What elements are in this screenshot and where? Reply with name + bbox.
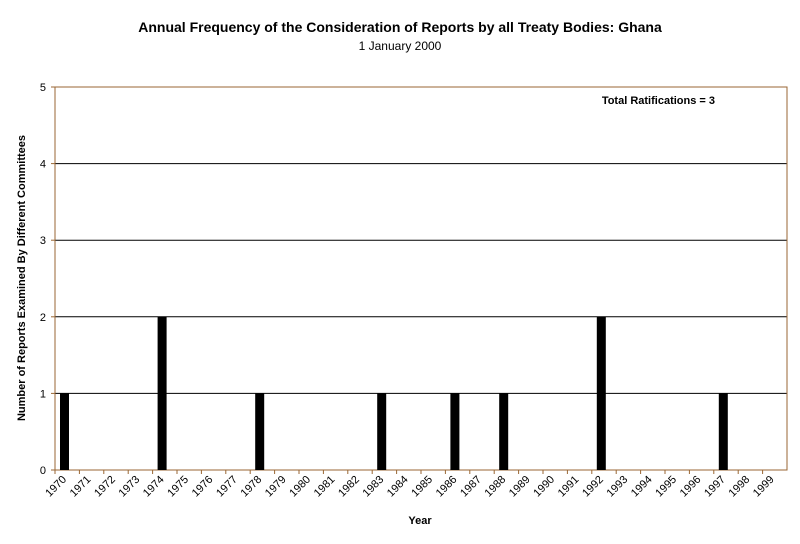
x-tick-label: 1973	[117, 474, 143, 500]
bar-1986	[450, 393, 460, 470]
x-tick-label: 1976	[190, 474, 216, 500]
x-tick-label: 1974	[141, 474, 167, 500]
y-tick-label: 5	[40, 82, 46, 94]
total-ratifications-annotation: Total Ratifications = 3	[602, 95, 715, 107]
x-tick-label: 1992	[580, 474, 606, 500]
x-tick-label: 1985	[409, 474, 435, 500]
x-tick-label: 1975	[165, 474, 191, 500]
x-tick-label: 1984	[385, 474, 411, 500]
x-tick-label: 1993	[605, 474, 631, 500]
y-tick-label: 1	[40, 388, 46, 400]
chart-title: Annual Frequency of the Consideration of…	[138, 19, 662, 35]
bar-1992	[596, 316, 606, 470]
x-tick-label: 1994	[629, 474, 655, 500]
x-axis-title: Year	[408, 515, 432, 527]
x-tick-label: 1986	[434, 474, 460, 500]
y-axis-title: Number of Reports Examined By Different …	[16, 135, 28, 421]
x-tick-label: 1972	[92, 474, 118, 500]
x-tick-label: 1980	[287, 474, 313, 500]
bar-1974	[157, 316, 167, 470]
x-tick-label: 1995	[653, 474, 679, 500]
x-tick-label: 1988	[483, 474, 509, 500]
bar-1983	[377, 393, 387, 470]
bars	[60, 316, 728, 470]
x-tick-label: 1999	[751, 474, 777, 500]
chart-subtitle: 1 January 2000	[359, 39, 442, 53]
x-tick-label: 1977	[214, 474, 240, 500]
bar-1997	[718, 393, 728, 470]
y-tick-label: 2	[40, 312, 46, 324]
x-tick-label: 1983	[361, 474, 387, 500]
x-tick-label: 1970	[43, 474, 69, 500]
x-axis-ticks: 1970197119721973197419751976197719781979…	[43, 470, 777, 500]
gridlines	[55, 163, 787, 394]
x-tick-label: 1978	[239, 474, 265, 500]
x-tick-label: 1996	[678, 474, 704, 500]
y-tick-label: 4	[40, 159, 46, 171]
bar-1978	[255, 393, 265, 470]
y-axis-ticks: 0 1 2 3 4 5	[40, 82, 55, 477]
y-tick-label: 3	[40, 235, 46, 247]
x-tick-label: 1990	[531, 474, 557, 500]
y-tick-label: 0	[40, 465, 46, 477]
x-tick-label: 1971	[68, 474, 94, 500]
x-tick-label: 1998	[727, 474, 753, 500]
x-tick-label: 1997	[702, 474, 728, 500]
x-tick-label: 1991	[556, 474, 582, 500]
bar-1970	[60, 393, 69, 470]
bar-1988	[499, 393, 509, 470]
x-tick-label: 1981	[312, 474, 338, 500]
x-tick-label: 1979	[263, 474, 289, 500]
x-tick-label: 1987	[458, 474, 484, 500]
x-tick-label: 1982	[336, 474, 362, 500]
x-tick-label: 1989	[507, 474, 533, 500]
